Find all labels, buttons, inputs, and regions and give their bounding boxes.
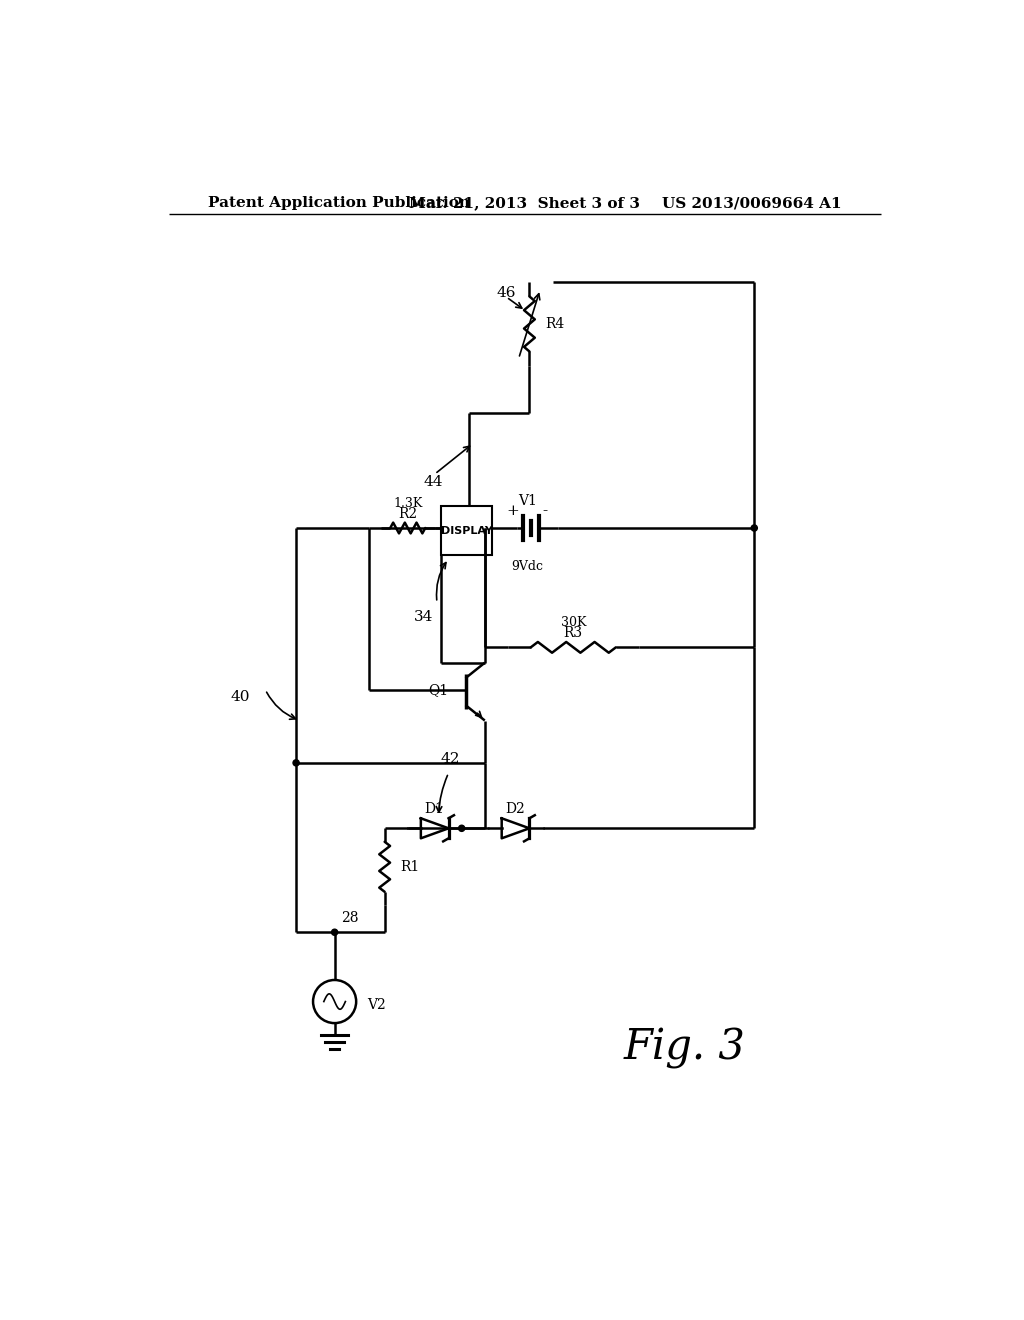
Text: US 2013/0069664 A1: US 2013/0069664 A1 [663, 197, 842, 210]
Text: 30K: 30K [560, 616, 586, 630]
Circle shape [459, 825, 465, 832]
Text: V1: V1 [518, 494, 537, 508]
Text: 9Vdc: 9Vdc [511, 560, 543, 573]
Text: 28: 28 [341, 911, 358, 925]
Text: D1: D1 [425, 803, 444, 816]
Text: 1.3K: 1.3K [393, 496, 423, 510]
Circle shape [752, 525, 758, 531]
Text: D2: D2 [506, 803, 525, 816]
Text: 44: 44 [423, 475, 442, 488]
Text: R2: R2 [398, 507, 418, 521]
Text: 46: 46 [496, 286, 515, 300]
Text: Mar. 21, 2013  Sheet 3 of 3: Mar. 21, 2013 Sheet 3 of 3 [410, 197, 640, 210]
Text: DISPLAY: DISPLAY [440, 525, 493, 536]
Text: 34: 34 [414, 610, 433, 623]
Text: R1: R1 [400, 859, 419, 874]
Circle shape [293, 760, 299, 766]
Text: V2: V2 [367, 998, 386, 1012]
Bar [441, 507, 493, 554]
Text: 42: 42 [440, 752, 460, 766]
Text: Patent Application Publication: Patent Application Publication [208, 197, 470, 210]
Text: -: - [543, 504, 548, 517]
Text: Q1: Q1 [428, 682, 449, 697]
Text: Fig. 3: Fig. 3 [624, 1027, 745, 1069]
Circle shape [332, 929, 338, 936]
Text: +: + [506, 504, 519, 517]
Text: 40: 40 [230, 690, 250, 705]
Text: R4: R4 [545, 317, 564, 331]
Text: R3: R3 [564, 627, 583, 640]
